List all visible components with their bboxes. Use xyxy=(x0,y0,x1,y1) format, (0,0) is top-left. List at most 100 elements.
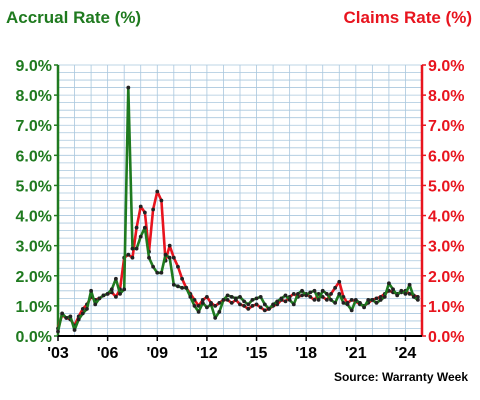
x-tick-label: '21 xyxy=(345,345,367,362)
claims-data-point xyxy=(200,297,205,302)
accrual-data-point xyxy=(76,317,81,322)
claims-data-point xyxy=(254,302,259,307)
x-tick-label: '09 xyxy=(146,345,168,362)
accrual-axis-title: Accrual Rate (%) xyxy=(6,8,142,27)
claims-data-point xyxy=(176,264,180,269)
accrual-data-point xyxy=(155,270,160,275)
y-tick-label-left: 4.0% xyxy=(16,209,52,226)
accrual-data-point xyxy=(391,287,395,292)
accrual-data-point xyxy=(308,290,313,295)
accrual-data-point xyxy=(370,297,375,302)
accrual-data-point xyxy=(300,288,304,293)
claims-data-point xyxy=(171,255,176,260)
claims-data-point xyxy=(155,189,160,194)
claims-data-point xyxy=(337,279,342,284)
accrual-data-point xyxy=(233,296,238,301)
x-tick-label: '12 xyxy=(196,345,218,362)
claims-data-point xyxy=(329,291,333,296)
claims-data-point xyxy=(213,303,218,308)
claims-data-point xyxy=(217,300,222,305)
accrual-data-point xyxy=(312,288,317,293)
accrual-data-point xyxy=(184,285,189,290)
accrual-data-point xyxy=(122,287,127,292)
accrual-data-point xyxy=(85,307,89,311)
x-tick-label: '18 xyxy=(295,345,317,362)
accrual-data-point xyxy=(229,294,234,299)
y-tick-label-left: 0.0% xyxy=(16,329,52,346)
claims-data-point xyxy=(134,225,139,230)
y-tick-label-right: 9.0% xyxy=(428,58,464,75)
y-tick-label-left: 1.0% xyxy=(16,299,52,316)
accrual-data-point xyxy=(333,300,338,305)
accrual-data-point xyxy=(324,291,329,296)
claims-data-point xyxy=(407,291,412,296)
accrual-data-point xyxy=(225,293,230,298)
claims-data-point xyxy=(151,207,156,212)
claims-data-point xyxy=(283,299,288,304)
accrual-data-point xyxy=(209,302,213,307)
accrual-data-point xyxy=(304,293,309,298)
claims-data-point xyxy=(250,303,255,308)
accrual-data-point xyxy=(345,302,350,307)
claims-data-point xyxy=(142,210,147,215)
accrual-data-point xyxy=(403,291,408,296)
accrual-data-point xyxy=(138,234,143,239)
y-tick-label-right: 8.0% xyxy=(428,88,464,105)
accrual-data-point xyxy=(258,294,263,299)
claims-data-point xyxy=(374,296,379,301)
accrual-data-point xyxy=(93,302,98,307)
y-tick-label-left: 3.0% xyxy=(16,239,52,256)
claims-data-point xyxy=(138,204,143,209)
y-tick-label-left: 6.0% xyxy=(16,148,52,165)
x-tick-label: '15 xyxy=(246,345,268,362)
x-tick-label: '06 xyxy=(97,345,119,362)
accrual-data-point xyxy=(366,297,371,302)
accrual-data-point xyxy=(89,288,93,293)
claims-data-point xyxy=(80,307,85,311)
claims-data-point xyxy=(238,302,242,307)
accrual-data-point xyxy=(192,303,197,308)
accrual-data-point xyxy=(296,291,300,296)
accrual-data-point xyxy=(374,300,379,305)
x-tick-label: '24 xyxy=(395,345,417,362)
y-tick-label-left: 7.0% xyxy=(16,118,52,135)
accrual-data-point xyxy=(167,255,172,260)
accrual-data-point xyxy=(200,300,205,305)
y-tick-label-left: 8.0% xyxy=(16,88,52,105)
accrual-data-point xyxy=(358,300,362,305)
claims-axis-title: Claims Rate (%) xyxy=(343,8,472,27)
accrual-data-point xyxy=(341,300,346,305)
accrual-data-point xyxy=(407,282,412,287)
y-tick-label-right: 7.0% xyxy=(428,118,464,135)
accrual-data-point xyxy=(320,288,325,293)
accrual-data-point xyxy=(291,302,296,307)
accrual-data-point xyxy=(134,246,139,251)
accrual-series-line xyxy=(56,86,419,332)
accrual-data-point xyxy=(382,294,387,299)
accrual-data-point xyxy=(180,285,184,290)
accrual-data-point xyxy=(349,308,354,313)
accrual-data-point xyxy=(399,288,404,293)
accrual-data-point xyxy=(213,316,218,320)
claims-data-point xyxy=(246,307,251,311)
accrual-data-point xyxy=(395,293,400,298)
claims-data-point xyxy=(130,255,135,260)
accrual-data-point xyxy=(147,255,151,260)
claims-data-point xyxy=(242,303,247,308)
accrual-data-point xyxy=(378,297,383,302)
accrual-data-point xyxy=(329,297,333,302)
accrual-data-point xyxy=(80,311,85,316)
accrual-data-point xyxy=(72,328,77,332)
accrual-data-point xyxy=(250,297,255,302)
y-tick-label-right: 1.0% xyxy=(428,299,464,316)
claims-data-point xyxy=(291,291,296,296)
accrual-data-point xyxy=(56,329,60,334)
accrual-data-point xyxy=(262,302,267,307)
accrual-data-point xyxy=(387,281,391,286)
y-tick-label-right: 6.0% xyxy=(428,148,464,165)
claims-data-point xyxy=(229,300,234,305)
claims-data-point xyxy=(312,297,317,302)
accrual-data-point xyxy=(246,302,251,307)
accrual-data-point xyxy=(362,305,366,310)
